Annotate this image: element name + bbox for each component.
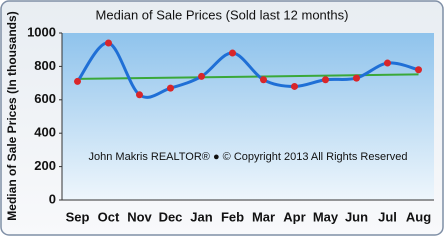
data-point (198, 72, 205, 80)
y-tick-label: 1000 (27, 24, 56, 39)
x-tick-label: Aug (406, 209, 431, 224)
x-tick-label: Nov (127, 209, 152, 224)
data-point (229, 49, 236, 57)
chart-title: Median of Sale Prices (Sold last 12 mont… (96, 7, 349, 22)
y-tick-label: 600 (34, 91, 56, 106)
x-tick-label: Oct (98, 209, 120, 224)
x-tick-label: Apr (283, 209, 305, 224)
x-tick-label: Mar (252, 209, 275, 224)
data-point (167, 84, 174, 92)
data-point (291, 82, 298, 90)
x-tick-label: Jan (190, 209, 212, 224)
plot-area (62, 33, 434, 200)
x-tick-label: Jun (345, 209, 368, 224)
x-tick-label: May (313, 209, 339, 224)
data-point (322, 76, 329, 84)
x-tick-label: Dec (159, 209, 183, 224)
data-point (105, 39, 112, 47)
x-tick-label: Jul (378, 209, 397, 224)
data-point (74, 77, 81, 85)
y-tick-label: 400 (34, 125, 56, 140)
y-tick-label: 0 (49, 191, 56, 206)
data-point (136, 91, 143, 99)
chart: Median of Sale Prices (Sold last 12 mont… (0, 0, 444, 236)
data-point (415, 66, 422, 74)
data-point (384, 59, 391, 67)
data-point (353, 74, 360, 82)
y-tick-label: 800 (34, 58, 56, 73)
x-tick-label: Sep (66, 209, 90, 224)
y-tick-label: 200 (34, 158, 56, 173)
x-tick-label: Feb (221, 209, 244, 224)
annotation: John Makris REALTOR® ● © Copyright 2013 … (89, 151, 408, 163)
data-point (260, 76, 267, 84)
y-axis-label: Median of Sale Prices (In thousands) (5, 11, 19, 220)
